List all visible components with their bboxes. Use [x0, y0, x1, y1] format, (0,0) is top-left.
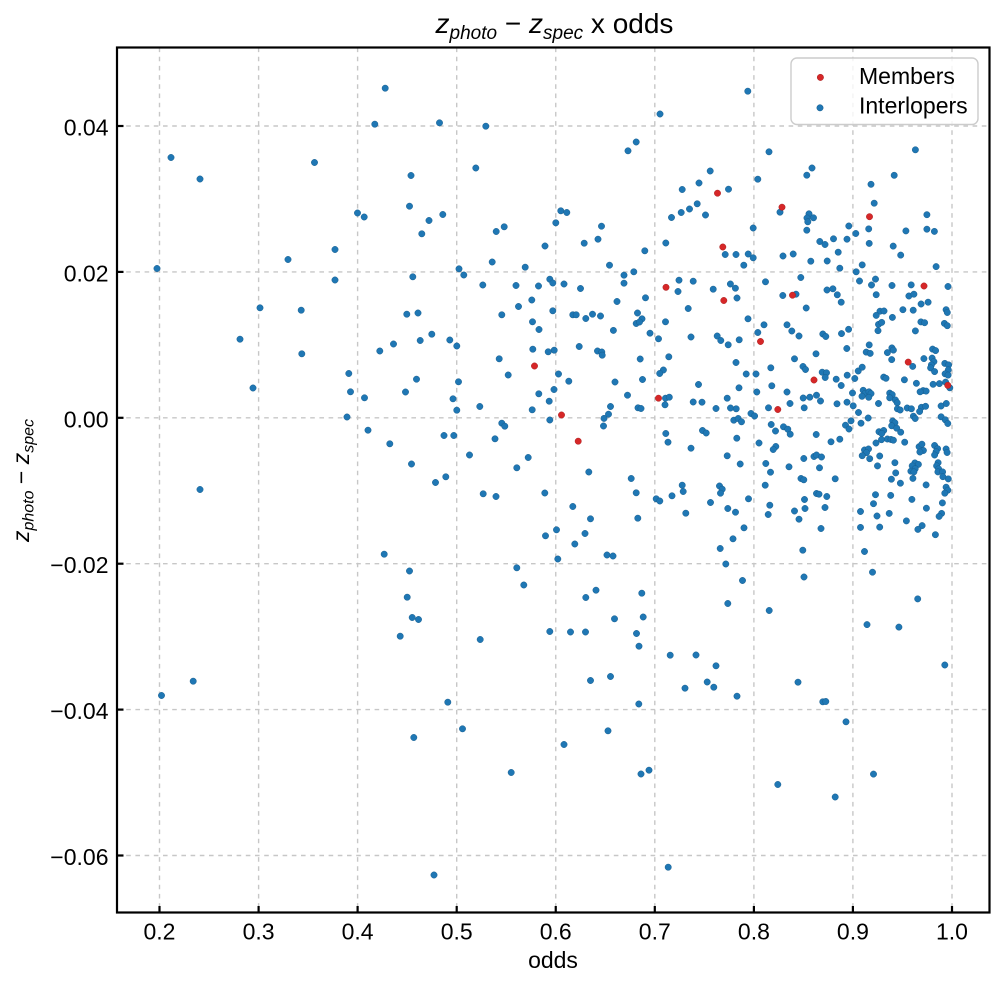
svg-text:0.00: 0.00 [64, 406, 109, 432]
svg-text:−0.02: −0.02 [50, 552, 108, 578]
svg-text:Interlopers: Interlopers [859, 93, 968, 119]
svg-text:0.3: 0.3 [243, 919, 275, 945]
svg-text:−0.06: −0.06 [50, 844, 108, 870]
svg-text:0.2: 0.2 [144, 919, 176, 945]
svg-text:0.9: 0.9 [837, 919, 869, 945]
svg-text:−0.04: −0.04 [50, 698, 108, 724]
svg-text:odds: odds [528, 947, 578, 973]
svg-text:0.8: 0.8 [738, 919, 770, 945]
svg-text:0.4: 0.4 [342, 919, 374, 945]
svg-text:0.6: 0.6 [540, 919, 572, 945]
svg-text:0.5: 0.5 [441, 919, 473, 945]
svg-text:1.0: 1.0 [936, 919, 968, 945]
svg-text:0.04: 0.04 [64, 115, 109, 141]
svg-text:0.7: 0.7 [639, 919, 671, 945]
svg-text:0.02: 0.02 [64, 260, 109, 286]
svg-text:Members: Members [859, 63, 955, 89]
